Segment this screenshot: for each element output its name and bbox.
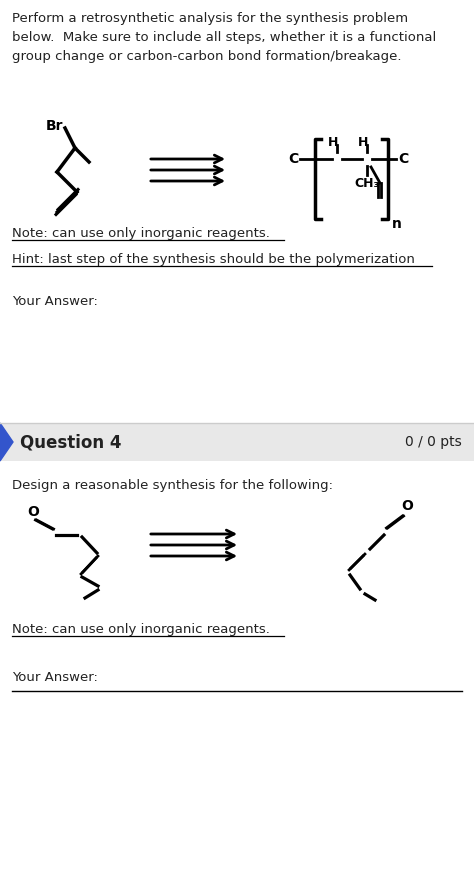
Text: Br: Br [46, 119, 63, 133]
Text: O: O [27, 505, 39, 519]
Text: below.  Make sure to include all steps, whether it is a functional: below. Make sure to include all steps, w… [12, 31, 436, 44]
Polygon shape [0, 423, 13, 461]
Text: H: H [358, 135, 368, 149]
Text: 0 / 0 pts: 0 / 0 pts [405, 435, 462, 449]
Bar [0, 423, 474, 461]
Text: group change or carbon-carbon bond formation/breakage.: group change or carbon-carbon bond forma… [12, 50, 401, 63]
Text: n: n [392, 217, 402, 231]
Text: Design a reasonable synthesis for the following:: Design a reasonable synthesis for the fo… [12, 479, 333, 492]
Text: Your Answer:: Your Answer: [12, 671, 98, 684]
Text: Note: can use only inorganic reagents.: Note: can use only inorganic reagents. [12, 623, 270, 636]
Text: Question 4: Question 4 [20, 433, 121, 451]
Text: C: C [398, 152, 408, 166]
Text: Hint: last step of the synthesis should be the polymerization: Hint: last step of the synthesis should … [12, 253, 415, 266]
Text: Perform a retrosynthetic analysis for the synthesis problem: Perform a retrosynthetic analysis for th… [12, 12, 408, 25]
Text: CH₃: CH₃ [355, 177, 380, 190]
Text: H: H [328, 135, 338, 149]
Text: Your Answer:: Your Answer: [12, 295, 98, 308]
Text: O: O [401, 499, 413, 513]
Text: C: C [288, 152, 298, 166]
Text: Note: can use only inorganic reagents.: Note: can use only inorganic reagents. [12, 227, 270, 240]
